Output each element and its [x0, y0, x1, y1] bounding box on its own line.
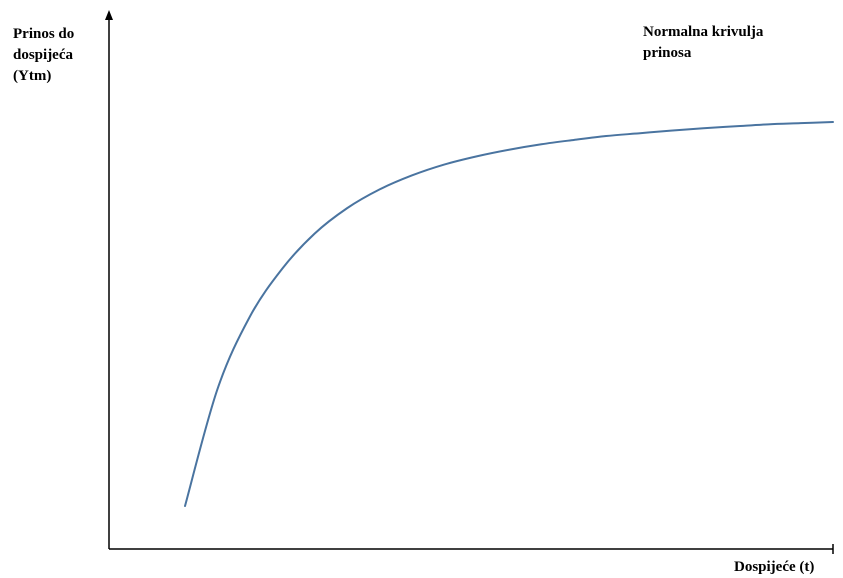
yield-curve-line — [184, 121, 834, 507]
y-axis-arrowhead — [105, 10, 113, 20]
series-layer — [184, 121, 834, 507]
curve-label-line: prinosa — [643, 45, 692, 61]
curve-label-line: Normalna krivulja — [643, 24, 764, 40]
axes — [105, 10, 834, 554]
curve-label: Normalna krivulja prinosa — [643, 22, 763, 64]
y-axis-label: Prinos do dospijeća (Ytm) — [13, 24, 74, 87]
y-axis-label-line: dospijeća — [13, 47, 73, 63]
x-axis-label: Dospijeće (t) — [734, 557, 814, 578]
y-axis-label-line: (Ytm) — [13, 68, 52, 84]
y-axis-label-line: Prinos do — [13, 26, 75, 42]
x-axis-label-text: Dospijeće (t) — [734, 559, 815, 575]
